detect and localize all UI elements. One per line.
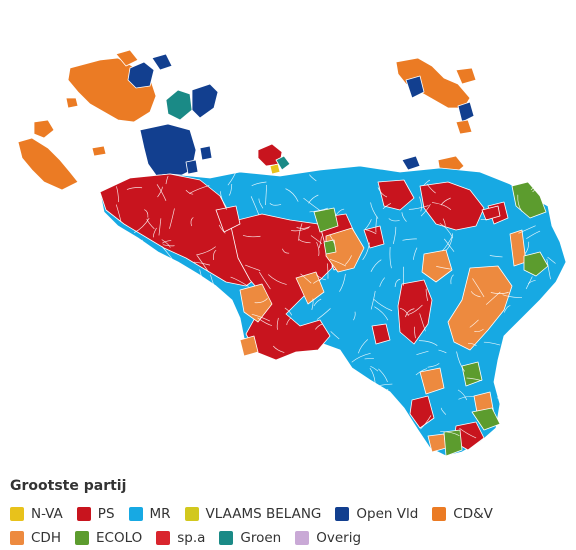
municipality-border: [511, 175, 520, 180]
municipality-border: [302, 379, 313, 397]
region-openvld-small-2: [186, 160, 198, 174]
legend-item-overig: Overig: [295, 530, 361, 546]
municipality-border: [303, 360, 305, 369]
municipality-border: [145, 264, 164, 273]
municipality-border: [387, 422, 396, 441]
municipality-border: [512, 333, 521, 338]
region-ecolo-2: [324, 240, 336, 254]
legend-item-mr: MR: [129, 506, 171, 522]
legend-label-open-vld: Open Vld: [356, 506, 418, 522]
legend-item-cdh: CDH: [10, 530, 61, 546]
municipality-border: [507, 375, 519, 379]
region-openvld-limburg-2: [458, 102, 474, 122]
legend-swatch-groen: [219, 531, 233, 545]
legend-label-mr: MR: [150, 506, 171, 522]
legend-row-1: N-VA PS MR VLAAMS BELANG Open Vld CD&V: [10, 502, 570, 526]
legend-label-vlaams-belang: VLAAMS BELANG: [206, 506, 322, 522]
legend-item-open-vld: Open Vld: [335, 506, 418, 522]
legend-label-ps: PS: [98, 506, 115, 522]
legend-item-groen: Groen: [219, 530, 281, 546]
legend-item-ecolo: ECOLO: [75, 530, 142, 546]
legend-label-cdh: CDH: [31, 530, 61, 546]
legend-swatch-mr: [129, 507, 143, 521]
region-openvld-gent-east: [192, 84, 218, 118]
municipality-border: [551, 305, 571, 307]
region-nva-brussels: [270, 164, 280, 174]
municipality-border: [339, 422, 353, 425]
legend-label-cdv: CD&V: [453, 506, 493, 522]
legend-label-nva: N-VA: [31, 506, 63, 522]
flanders-fragments: [18, 50, 476, 190]
legend-swatch-ecolo: [75, 531, 89, 545]
region-cdv-limburg-3: [456, 120, 472, 134]
municipality-border: [367, 416, 379, 433]
municipality-border: [387, 404, 395, 407]
municipality-border: [326, 366, 328, 374]
legend-swatch-nva: [10, 507, 24, 521]
municipality-border: [548, 194, 552, 202]
municipality-border: [518, 359, 521, 370]
municipality-border: [288, 376, 297, 382]
region-openvld-haspengouw: [402, 156, 420, 170]
legend-item-ps: PS: [77, 506, 115, 522]
region-groen-gent: [166, 90, 192, 120]
legend-item-vlaams-belang: VLAAMS BELANG: [185, 506, 322, 522]
legend-label-overig: Overig: [316, 530, 361, 546]
legend-swatch-vlaams-belang: [185, 507, 199, 521]
municipality-border: [524, 330, 528, 347]
legend-item-spa: sp.a: [156, 530, 205, 546]
legend-title: Grootste partij: [10, 478, 570, 494]
region-cdv-coast-2: [34, 120, 54, 138]
region-cdv-limburg-2: [456, 68, 476, 84]
legend-swatch-open-vld: [335, 507, 349, 521]
region-cdv-coast-3: [66, 98, 78, 108]
legend-item-cdv: CD&V: [432, 506, 493, 522]
region-cdv-west-1: [92, 146, 106, 156]
municipality-border: [538, 330, 543, 337]
municipality-border: [305, 356, 325, 361]
legend-swatch-ps: [77, 507, 91, 521]
belgium-municipality-map: [0, 0, 576, 470]
municipality-border: [373, 440, 375, 453]
municipality-border: [522, 368, 537, 371]
municipality-border: [372, 389, 388, 400]
municipality-border: [165, 268, 176, 272]
election-map: [0, 0, 576, 470]
legend-row-2: CDH ECOLO sp.a Groen Overig: [10, 526, 570, 550]
legend-label-spa: sp.a: [177, 530, 205, 546]
wallonia: [100, 166, 566, 456]
region-cdv-west-coast: [18, 138, 78, 190]
municipality-border: [224, 308, 236, 316]
region-openvld-north-2: [152, 54, 172, 70]
municipality-border: [551, 181, 565, 191]
legend-swatch-cdv: [432, 507, 446, 521]
municipality-border: [216, 293, 221, 309]
municipality-border: [357, 410, 359, 432]
legend-label-ecolo: ECOLO: [96, 530, 142, 546]
legend-swatch-cdh: [10, 531, 24, 545]
legend-label-groen: Groen: [240, 530, 281, 546]
municipality-border: [489, 434, 500, 449]
legend: Grootste partij N-VA PS MR VLAAMS BELANG…: [10, 478, 570, 550]
legend-item-nva: N-VA: [10, 506, 63, 522]
legend-swatch-overig: [295, 531, 309, 545]
region-openvld-small-1: [200, 146, 212, 160]
legend-swatch-spa: [156, 531, 170, 545]
